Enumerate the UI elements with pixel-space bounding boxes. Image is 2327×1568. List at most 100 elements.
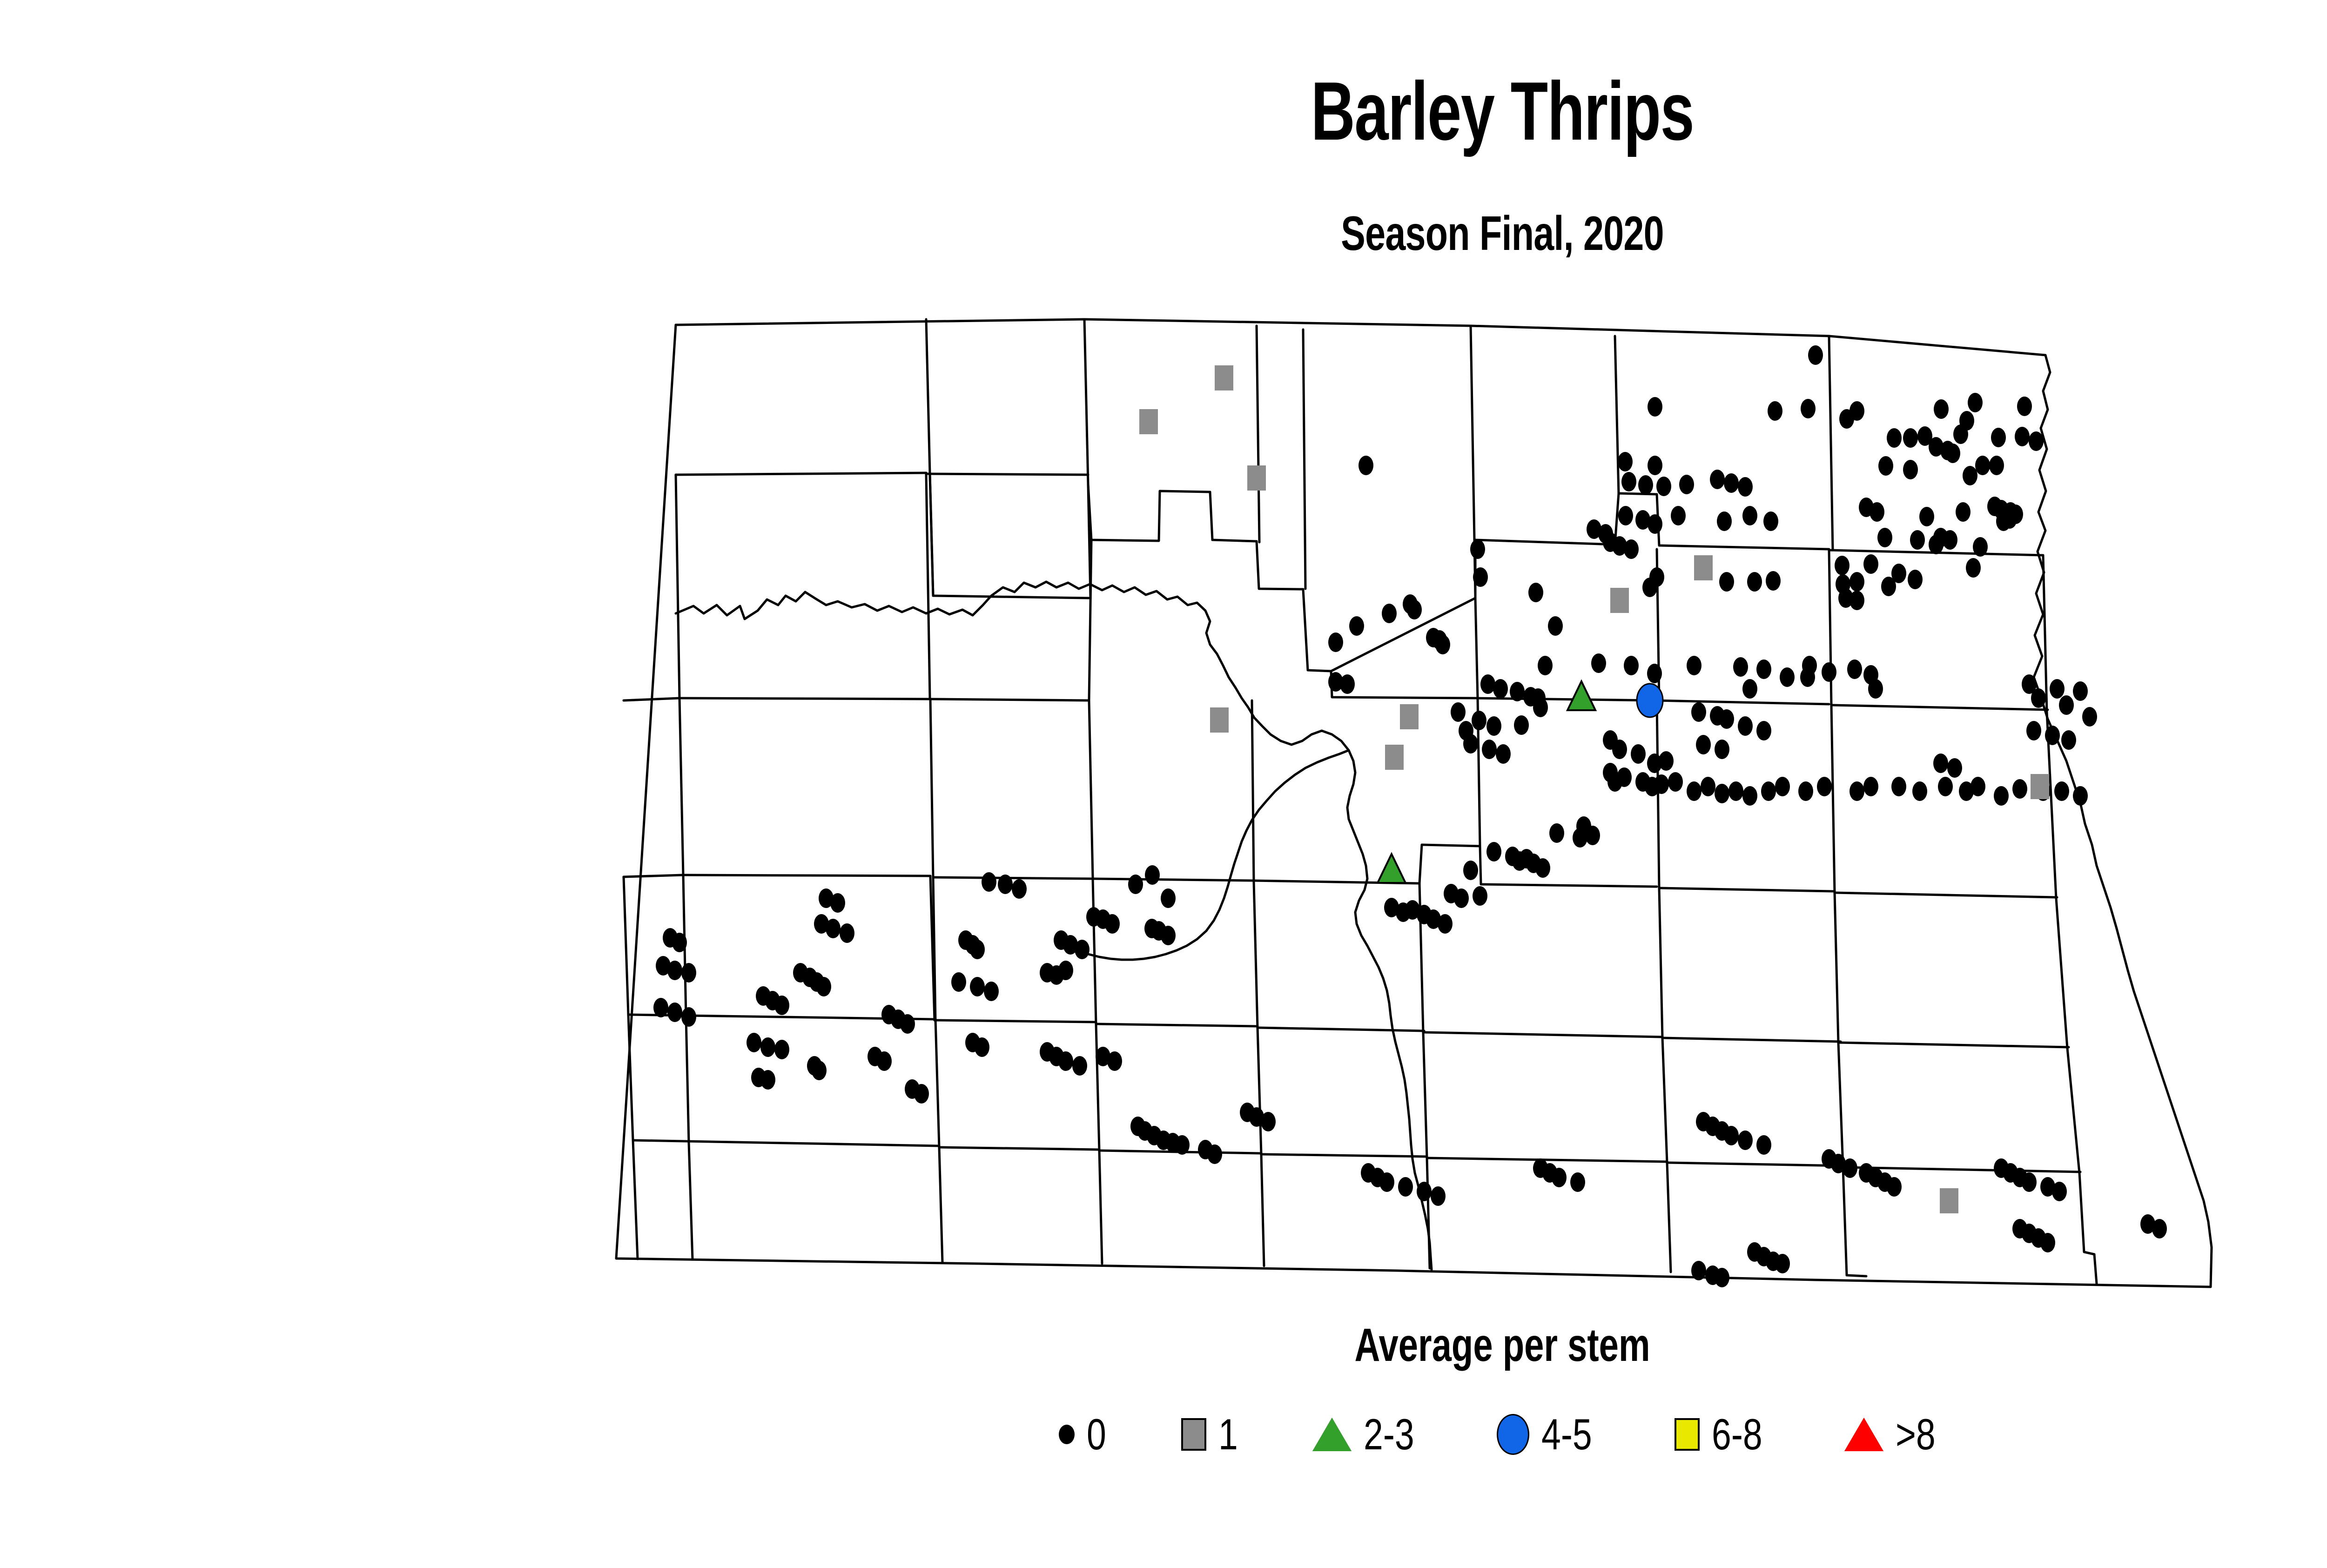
map-marker-0 [970, 940, 985, 959]
map-marker-0 [1717, 511, 1732, 531]
map-marker-0 [1724, 1126, 1739, 1145]
map-marker-1 [1210, 707, 1229, 733]
map-marker-0 [1431, 1186, 1446, 1206]
map-marker-0 [1671, 506, 1686, 525]
map-marker-0 [1075, 940, 1090, 959]
map-marker-0 [1808, 345, 1823, 365]
map-marker-0 [1470, 539, 1485, 559]
map-marker-0 [1947, 758, 1962, 778]
map-marker-0 [1870, 502, 1884, 522]
map-marker-2-3 [1566, 679, 1597, 711]
map-marker-0 [1863, 554, 1878, 574]
map-marker-0 [1903, 460, 1918, 479]
map-marker-0 [1107, 1051, 1122, 1071]
map-marker-0 [1379, 1172, 1394, 1192]
map-marker-0 [1687, 656, 1702, 675]
map-marker-0 [1929, 535, 1944, 554]
map-marker-0 [1058, 961, 1073, 980]
map-marker-0 [1956, 502, 1971, 522]
map-marker-0 [1933, 754, 1948, 773]
map-marker-0 [760, 1037, 775, 1057]
map-marker-0 [2040, 1177, 2055, 1197]
map-marker-0 [1435, 635, 1450, 654]
legend-item-23[interactable]: 2-3 [1312, 1413, 1427, 1456]
legend-item-45[interactable]: 4-5 [1496, 1410, 1605, 1459]
data-points-layer [653, 345, 2167, 1287]
map-marker-0 [1756, 1135, 1771, 1155]
map-marker-1 [1139, 409, 1158, 434]
legend-label: 0 [1087, 1410, 1107, 1459]
map-marker-0 [1473, 567, 1488, 587]
legend-item-1[interactable]: 1 [1181, 1413, 1243, 1456]
map-marker-0 [1585, 826, 1600, 845]
map-marker-0 [900, 1014, 915, 1034]
map-marker-0 [1756, 660, 1771, 679]
map-marker-0 [1012, 879, 1027, 899]
map-marker-0 [2052, 1182, 2067, 1201]
legend-item-68[interactable]: 6-8 [1674, 1413, 1775, 1456]
map-marker-0 [1838, 588, 1853, 608]
map-marker-0 [1656, 477, 1671, 496]
map-marker-0 [1701, 777, 1715, 796]
map-marker-0 [667, 1003, 682, 1022]
map-marker-0 [1548, 616, 1563, 636]
map-marker-0 [1724, 473, 1739, 493]
legend-label: 4-5 [1541, 1410, 1592, 1459]
map-marker-0 [1801, 399, 1816, 418]
map-marker-0 [1407, 600, 1422, 619]
map-marker-0 [1934, 399, 1949, 419]
map-marker-0 [1573, 828, 1587, 848]
map-marker-0 [2082, 707, 2097, 727]
map-marker-1 [1247, 465, 1266, 491]
map-marker-0 [2054, 781, 2069, 801]
map-marker-1 [1610, 588, 1629, 613]
map-marker-0 [1959, 781, 1974, 801]
map-marker-1 [1215, 365, 1233, 390]
map-marker-0 [2017, 397, 2032, 416]
county-boundaries [615, 318, 2213, 1288]
map-marker-0 [1618, 452, 1633, 471]
legend-label: >8 [1896, 1410, 1936, 1459]
map-marker-0 [816, 977, 831, 996]
map-marker-0 [1881, 577, 1896, 596]
map-marker-0 [1715, 1268, 1729, 1287]
legend-items: 0 1 2-3 4-5 6-8 >8 [0, 1413, 2327, 1456]
map-marker-0 [826, 919, 841, 938]
map-marker-0 [1910, 530, 1925, 550]
map-marker-0 [1382, 604, 1397, 623]
legend-item-0[interactable]: 0 [1059, 1413, 1111, 1456]
map-marker-0 [840, 923, 854, 943]
map-marker-0 [1849, 591, 1864, 610]
map-marker-0 [1451, 702, 1466, 722]
legend: Average per stem 0 1 2-3 4-5 6-8 >8 [0, 1322, 2327, 1456]
map-marker-0 [1621, 472, 1636, 491]
legend-item-8[interactable]: >8 [1844, 1413, 1945, 1456]
map-marker-0 [1973, 537, 1988, 557]
map-marker-0 [1780, 667, 1795, 687]
map-marker-0 [1775, 1254, 1790, 1273]
map-marker-0 [1687, 781, 1702, 801]
map-marker-0 [1835, 556, 1849, 575]
map-marker-0 [1963, 466, 1977, 485]
map-marker-0 [982, 872, 996, 892]
map-marker-0 [1849, 572, 1864, 592]
map-marker-0 [1800, 667, 1815, 687]
map-marker-2-3 [1376, 852, 1407, 884]
page-title: Barley Thrips [1311, 65, 1695, 157]
map-marker-0 [1161, 888, 1176, 908]
map-marker-4-5 [1636, 683, 1664, 718]
map-marker-0 [681, 1007, 696, 1027]
map-marker-0 [672, 933, 687, 952]
map-marker-0 [1514, 715, 1529, 735]
map-marker-0 [1612, 536, 1627, 556]
map-marker-0 [1756, 721, 1771, 740]
map-marker-0 [1328, 633, 1343, 652]
map-marker-0 [1340, 674, 1355, 694]
map-marker-0 [1261, 1112, 1276, 1131]
map-marker-0 [1207, 1144, 1222, 1164]
map-marker-0 [1868, 679, 1883, 699]
map-marker-0 [1624, 539, 1639, 559]
page-subtitle: Season Final, 2020 [1341, 207, 1664, 261]
map-marker-0 [1480, 674, 1495, 694]
map-marker-0 [1482, 740, 1497, 759]
